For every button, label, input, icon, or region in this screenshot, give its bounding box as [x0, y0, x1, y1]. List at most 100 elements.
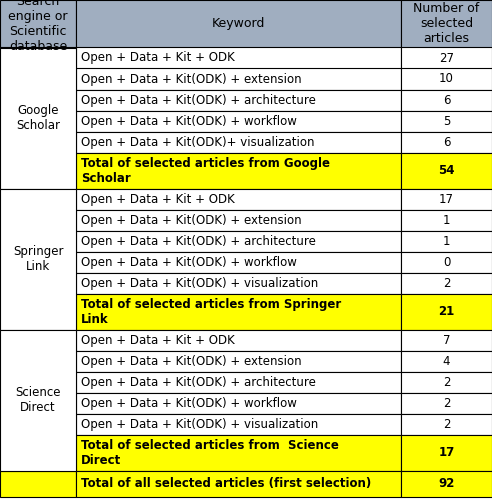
Text: Open + Data + Kit(ODK) + extension: Open + Data + Kit(ODK) + extension — [81, 72, 302, 86]
Bar — [401, 470, 492, 496]
Bar — [401, 132, 492, 152]
Text: Number of
selected
articles: Number of selected articles — [413, 2, 480, 46]
Text: 92: 92 — [438, 477, 455, 490]
Text: Total of selected articles from Springer
Link: Total of selected articles from Springer… — [81, 298, 341, 326]
Bar — [0, 132, 76, 152]
Text: 21: 21 — [438, 305, 455, 318]
Bar — [0, 152, 76, 188]
Text: 6: 6 — [443, 136, 450, 148]
Text: 6: 6 — [443, 94, 450, 106]
Text: Open + Data + Kit + ODK: Open + Data + Kit + ODK — [81, 334, 235, 346]
Bar — [76, 434, 401, 470]
Bar — [401, 68, 492, 89]
Text: Google
Scholar: Google Scholar — [16, 104, 60, 132]
Bar — [76, 90, 401, 110]
Text: Open + Data + Kit(ODK) + workflow: Open + Data + Kit(ODK) + workflow — [81, 396, 297, 409]
Text: Keyword: Keyword — [212, 17, 265, 30]
Bar — [0, 350, 76, 372]
Bar — [401, 350, 492, 372]
Bar — [0, 252, 76, 272]
Text: Open + Data + Kit + ODK: Open + Data + Kit + ODK — [81, 52, 235, 64]
Bar — [76, 48, 401, 68]
Text: Open + Data + Kit(ODK) + extension: Open + Data + Kit(ODK) + extension — [81, 214, 302, 226]
Bar — [76, 392, 401, 413]
Text: Springer
Link: Springer Link — [13, 245, 63, 273]
Bar — [0, 392, 76, 413]
Text: 2: 2 — [443, 276, 450, 289]
Bar — [76, 372, 401, 392]
Text: Search
engine or
Scientific
database: Search engine or Scientific database — [8, 0, 68, 52]
Bar — [0, 272, 76, 293]
Bar — [0, 68, 76, 89]
Text: 1: 1 — [443, 234, 450, 248]
Bar — [401, 152, 492, 188]
Text: Open + Data + Kit(ODK) + visualization: Open + Data + Kit(ODK) + visualization — [81, 276, 318, 289]
Text: Total of all selected articles (first selection): Total of all selected articles (first se… — [81, 477, 371, 490]
Bar — [76, 330, 401, 350]
Bar — [76, 272, 401, 293]
Text: 2: 2 — [443, 418, 450, 430]
Bar — [0, 372, 76, 392]
Text: 5: 5 — [443, 114, 450, 128]
Text: Open + Data + Kit(ODK)+ visualization: Open + Data + Kit(ODK)+ visualization — [81, 136, 315, 148]
Bar — [0, 48, 76, 68]
Bar — [401, 0, 492, 48]
Bar — [76, 132, 401, 152]
Text: Open + Data + Kit(ODK) + workflow: Open + Data + Kit(ODK) + workflow — [81, 256, 297, 268]
Text: Science
Direct: Science Direct — [15, 386, 61, 414]
Text: Open + Data + Kit(ODK) + extension: Open + Data + Kit(ODK) + extension — [81, 354, 302, 368]
Bar — [0, 0, 76, 48]
Text: 7: 7 — [443, 334, 450, 346]
Bar — [401, 434, 492, 470]
Bar — [0, 330, 76, 350]
Bar — [0, 188, 76, 330]
Bar — [0, 414, 76, 434]
Bar — [401, 372, 492, 392]
Text: 1: 1 — [443, 214, 450, 226]
Bar — [401, 210, 492, 231]
Bar — [0, 48, 76, 188]
Bar — [0, 188, 76, 210]
Bar — [401, 330, 492, 350]
Bar — [76, 252, 401, 272]
Text: 17: 17 — [439, 192, 454, 205]
Text: 4: 4 — [443, 354, 450, 368]
Bar — [76, 152, 401, 188]
Bar — [0, 110, 76, 132]
Text: 10: 10 — [439, 72, 454, 86]
Text: Open + Data + Kit(ODK) + workflow: Open + Data + Kit(ODK) + workflow — [81, 114, 297, 128]
Text: 2: 2 — [443, 396, 450, 409]
Bar — [76, 294, 401, 330]
Bar — [401, 272, 492, 293]
Bar — [76, 210, 401, 231]
Bar — [76, 230, 401, 252]
Text: Open + Data + Kit(ODK) + architecture: Open + Data + Kit(ODK) + architecture — [81, 376, 316, 388]
Bar — [76, 350, 401, 372]
Bar — [0, 294, 76, 330]
Text: Open + Data + Kit(ODK) + architecture: Open + Data + Kit(ODK) + architecture — [81, 234, 316, 248]
Bar — [0, 470, 76, 496]
Bar — [76, 188, 401, 210]
Text: 27: 27 — [439, 52, 454, 64]
Bar — [401, 392, 492, 413]
Bar — [76, 110, 401, 132]
Bar — [401, 252, 492, 272]
Bar — [76, 414, 401, 434]
Text: Open + Data + Kit(ODK) + visualization: Open + Data + Kit(ODK) + visualization — [81, 418, 318, 430]
Bar — [401, 188, 492, 210]
Text: Open + Data + Kit + ODK: Open + Data + Kit + ODK — [81, 192, 235, 205]
Bar — [401, 48, 492, 68]
Text: Open + Data + Kit(ODK) + architecture: Open + Data + Kit(ODK) + architecture — [81, 94, 316, 106]
Bar — [76, 68, 401, 89]
Bar — [76, 470, 401, 496]
Bar — [401, 414, 492, 434]
Bar — [401, 230, 492, 252]
Bar — [401, 110, 492, 132]
Bar — [0, 210, 76, 231]
Text: 0: 0 — [443, 256, 450, 268]
Bar — [0, 434, 76, 470]
Text: Total of selected articles from Google
Scholar: Total of selected articles from Google S… — [81, 156, 330, 184]
Bar — [76, 0, 401, 48]
Text: 54: 54 — [438, 164, 455, 177]
Bar — [401, 294, 492, 330]
